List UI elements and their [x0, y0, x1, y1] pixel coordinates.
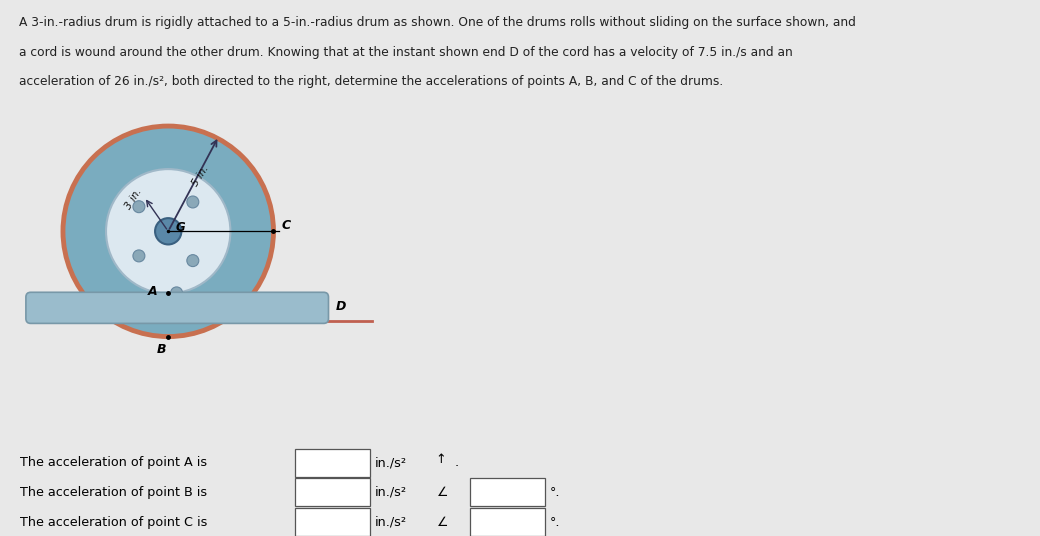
Bar [295, 508, 370, 536]
Text: 3 in.: 3 in. [123, 186, 144, 211]
Circle shape [63, 126, 274, 337]
Bar [295, 449, 370, 477]
Text: in./s²: in./s² [375, 516, 407, 528]
Circle shape [171, 287, 183, 299]
Bar [295, 479, 370, 506]
Text: °.: °. [550, 486, 561, 499]
Text: A 3-in.-radius drum is rigidly attached to a 5-in.-radius drum as shown. One of : A 3-in.-radius drum is rigidly attached … [19, 16, 856, 29]
Circle shape [133, 250, 145, 262]
Text: a cord is wound around the other drum. Knowing that at the instant shown end D o: a cord is wound around the other drum. K… [19, 46, 792, 58]
Text: B: B [156, 343, 165, 356]
Text: in./s²: in./s² [375, 456, 407, 469]
Text: ∠: ∠ [437, 486, 448, 499]
Text: The acceleration of point A is: The acceleration of point A is [20, 456, 207, 469]
Text: ↑: ↑ [435, 453, 445, 466]
Text: °.: °. [550, 516, 561, 528]
Text: G: G [176, 221, 185, 234]
Text: D: D [336, 300, 346, 313]
Circle shape [187, 196, 199, 208]
Text: in./s²: in./s² [375, 486, 407, 499]
Text: The acceleration of point B is: The acceleration of point B is [20, 486, 207, 499]
Text: 5 in.: 5 in. [189, 163, 210, 188]
Circle shape [133, 200, 145, 213]
Circle shape [187, 255, 199, 266]
FancyBboxPatch shape [26, 292, 329, 323]
Text: A: A [148, 285, 157, 297]
Text: acceleration of 26 in./s², both directed to the right, determine the acceleratio: acceleration of 26 in./s², both directed… [19, 75, 723, 88]
Text: .: . [456, 456, 459, 469]
Text: The acceleration of point C is: The acceleration of point C is [20, 516, 207, 528]
Text: C: C [282, 219, 291, 232]
Bar [470, 508, 545, 536]
Text: ∠: ∠ [437, 516, 448, 528]
Circle shape [106, 169, 231, 294]
Bar [470, 479, 545, 506]
Circle shape [155, 218, 181, 244]
